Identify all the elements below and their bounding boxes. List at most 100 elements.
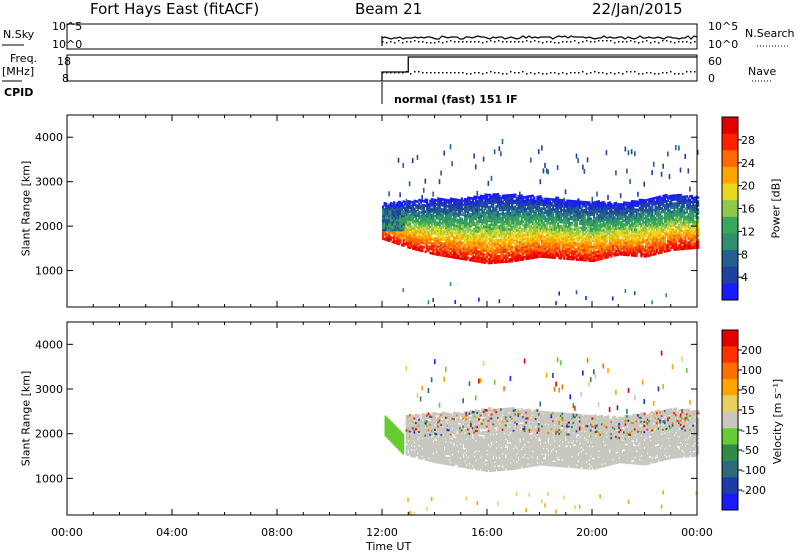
- nsearch-dot: [542, 42, 544, 44]
- power-cell: [634, 232, 637, 235]
- power-cell: [660, 249, 663, 252]
- power-cell: [582, 200, 585, 204]
- power-cell: [629, 239, 632, 243]
- nsearch-tick-top: 10^5: [708, 20, 739, 33]
- power-cell: [657, 211, 660, 215]
- power-cell: [571, 201, 574, 205]
- power-cell: [582, 236, 585, 240]
- power-cell: [474, 227, 478, 231]
- power-cell: [646, 240, 649, 244]
- power-cell: [646, 214, 649, 218]
- nsearch-dot: [590, 41, 592, 43]
- power-cell: [545, 229, 548, 233]
- power-cell: [504, 212, 508, 215]
- power-cell: [566, 209, 569, 212]
- power-scatter: [667, 151, 669, 157]
- power-cell: [443, 202, 446, 206]
- power-cell: [561, 201, 564, 204]
- power-cell: [547, 251, 550, 255]
- power-cell: [445, 252, 448, 256]
- power-cell: [498, 226, 501, 230]
- power-cell: [561, 225, 564, 228]
- power-cell: [517, 244, 520, 248]
- power-scatter-low: [478, 297, 480, 302]
- power-cell: [523, 195, 526, 199]
- power-cell: [629, 225, 632, 229]
- power-cell: [663, 244, 667, 247]
- power-cell: [448, 199, 451, 202]
- power-cell: [534, 204, 537, 207]
- power-cell: [548, 212, 552, 215]
- power-cell: [586, 247, 589, 250]
- power-cell: [394, 205, 397, 209]
- power-cell: [411, 235, 415, 238]
- power-cell: [429, 251, 432, 255]
- nsky-trace: [381, 35, 698, 46]
- power-cell: [593, 255, 596, 258]
- power-cell: [597, 232, 600, 235]
- power-cell: [548, 224, 552, 227]
- power-cell: [525, 197, 528, 201]
- power-cell: [448, 249, 451, 252]
- power-cell: [589, 229, 593, 232]
- power-cell: [514, 223, 517, 226]
- power-cell: [597, 210, 600, 213]
- nsearch-dot: [526, 40, 528, 42]
- power-cell: [531, 230, 534, 234]
- power-cell: [597, 216, 600, 219]
- power-cell: [643, 217, 646, 220]
- power-cell: [474, 223, 478, 227]
- power-cell: [520, 242, 523, 245]
- power-cell: [550, 212, 553, 215]
- power-cell: [552, 230, 555, 233]
- power-cell: [645, 211, 648, 214]
- power-cell: [552, 232, 555, 235]
- power-cell: [619, 221, 622, 224]
- power-cell: [474, 259, 478, 263]
- power-cell: [457, 226, 460, 230]
- power-cell: [470, 231, 473, 234]
- power-cell: [519, 236, 522, 240]
- nsearch-dot: [618, 41, 620, 43]
- power-cell: [478, 234, 481, 237]
- power-cell: [654, 226, 657, 230]
- power-cell: [459, 249, 462, 252]
- power-cell: [583, 210, 586, 214]
- power-scatter: [662, 163, 664, 169]
- power-cell: [662, 240, 665, 244]
- power-cell: [452, 242, 456, 245]
- nave-dot: [602, 72, 604, 74]
- power-cell: [457, 242, 460, 246]
- power-cell: [446, 243, 449, 246]
- power-cell: [396, 240, 399, 243]
- power-cell: [496, 219, 500, 222]
- power-cell: [572, 240, 575, 243]
- power-cell: [596, 222, 599, 226]
- nsearch-dot: [450, 40, 452, 42]
- power-cell: [522, 246, 525, 249]
- power-cell: [410, 208, 413, 212]
- power-cell: [607, 203, 610, 207]
- power-cell: [656, 214, 659, 217]
- power-cell: [476, 204, 479, 207]
- power-cell: [537, 231, 541, 234]
- power-cell: [537, 215, 541, 218]
- power-cell: [622, 213, 626, 216]
- power-cell: [534, 242, 537, 245]
- power-cell: [553, 198, 556, 201]
- power-cell: [523, 199, 526, 203]
- power-cell: [566, 225, 569, 228]
- power-cell: [478, 210, 481, 213]
- power-cell: [608, 205, 611, 208]
- power-cell: [541, 255, 544, 258]
- power-cell: [528, 195, 531, 198]
- power-cell: [473, 247, 476, 251]
- power-cell: [569, 247, 572, 251]
- power-cell: [578, 244, 582, 248]
- power-cell: [602, 253, 605, 256]
- power-cell: [660, 219, 663, 222]
- power-cell: [435, 199, 438, 202]
- power-cell: [542, 215, 545, 218]
- power-cell: [555, 244, 558, 248]
- power-cell: [670, 230, 673, 234]
